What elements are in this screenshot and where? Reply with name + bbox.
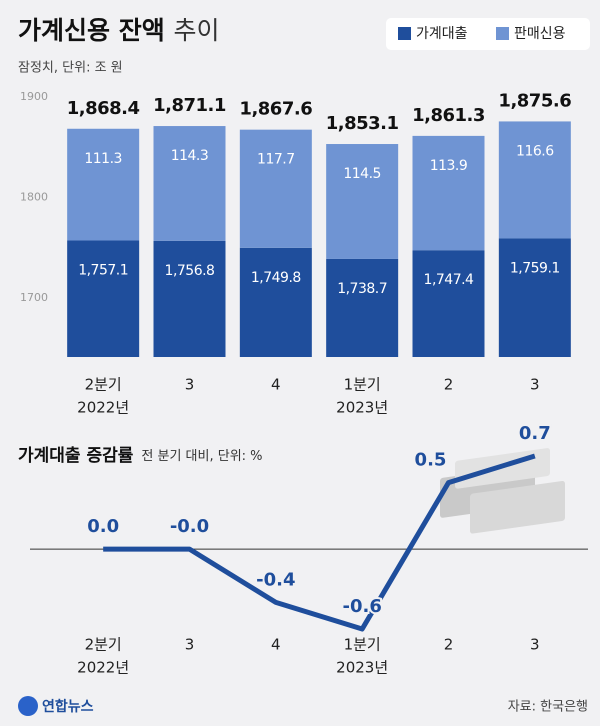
value-label: 114.5 [343,166,381,182]
value-label: 1,738.7 [337,281,387,297]
subtitle: 잠정치, 단위: 조 원 [18,61,123,76]
x-tick-label: 2 [444,376,454,394]
x-tick-label: 3 [185,636,195,654]
x-tick-label: 3 [185,376,195,394]
value-label: 111.3 [84,151,122,167]
bar-segment [498,238,571,357]
x-tick-label: 2023년 [336,399,388,417]
line [103,453,536,632]
line-subtitle: 전 분기 대비, 단위: % [141,449,262,464]
x-tick-label: 1분기 [344,636,381,654]
total-label: 1,853.1 [326,113,399,134]
x-tick-label: 2분기 [85,636,122,654]
bar-segment [67,128,140,241]
bar-segment [153,240,226,357]
y-tick-label: 1900 [20,90,48,103]
logo-mark [18,696,38,716]
value-label: 0.0 [87,516,119,537]
value-label: 1,756.8 [165,263,215,279]
total-label: 1,868.4 [67,98,140,119]
value-label: 1,757.1 [78,262,128,278]
legend-swatch [398,27,411,40]
legend-label: 가계대출 [416,26,468,42]
bar-segment [412,250,485,357]
legend-label: 판매신용 [514,26,566,42]
x-tick-label: 4 [271,636,281,654]
bar-segment [498,121,571,239]
bar-segment [153,126,226,241]
title-suffix: 추이 [173,16,219,45]
bar-segment [239,247,312,357]
x-tick-label: 3 [530,636,540,654]
x-tick-label: 2023년 [336,659,388,677]
line-title: 가계대출 증감률 전 분기 대비, 단위: % [18,446,263,466]
source: 자료: 한국은행 [508,699,588,715]
bar-segment [326,258,399,357]
total-label: 1,861.3 [412,105,485,126]
line-title-main: 가계대출 증감률 [18,446,134,466]
logo: 연합뉴스 [42,698,94,715]
value-label: 117.7 [257,152,295,168]
x-tick-label: 3 [530,376,540,394]
total-label: 1,871.1 [153,95,226,116]
value-label: -0.0 [170,516,209,537]
x-tick-label: 2분기 [85,376,122,394]
value-label: 116.6 [516,143,554,159]
bar-segment [412,135,485,251]
legend-swatch [496,27,509,40]
value-label: 1,749.8 [251,270,301,286]
y-tick-label: 1800 [20,190,48,203]
x-tick-label: 1분기 [344,376,381,394]
x-tick-label: 4 [271,376,281,394]
value-label: 0.7 [519,423,551,444]
bar-segment [239,129,312,248]
x-tick-label: 2022년 [77,399,129,417]
value-label: 0.5 [415,450,447,471]
y-tick-label: 1700 [20,291,48,304]
value-label: 1,759.1 [510,260,560,276]
total-label: 1,875.6 [498,90,571,111]
x-tick-label: 2022년 [77,659,129,677]
title: 가계신용 잔액 추이 [18,16,219,45]
legend-box [386,18,590,50]
value-label: 114.3 [171,148,209,164]
value-label: 113.9 [430,158,468,174]
money-icon [440,448,565,534]
value-label: 1,747.4 [424,272,475,288]
value-label: -0.4 [256,569,295,590]
bar-segment [326,144,399,259]
x-tick-label: 2 [444,636,454,654]
bar-segment [67,240,140,357]
title-main: 가계신용 잔액 [18,16,165,45]
value-label: -0.6 [342,596,381,617]
total-label: 1,867.6 [239,99,312,120]
